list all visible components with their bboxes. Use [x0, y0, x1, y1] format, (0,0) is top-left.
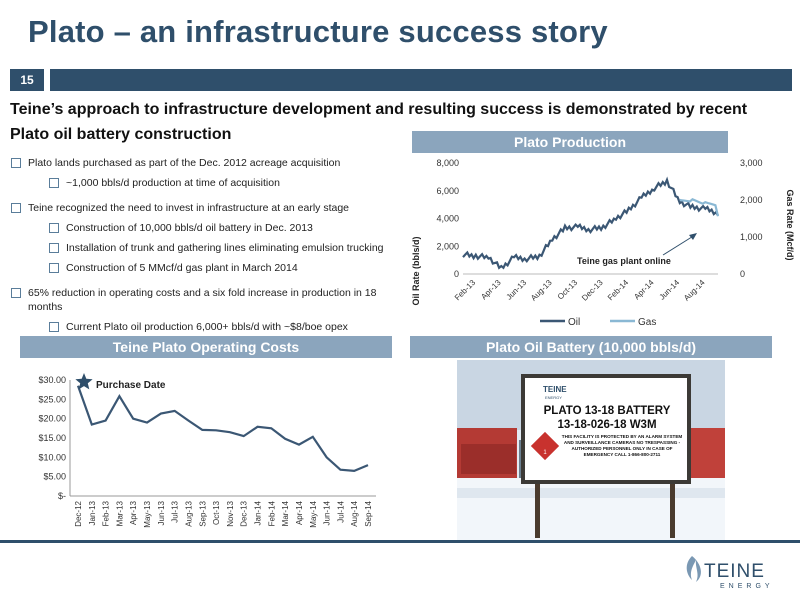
- operating-cost-chart-svg: $- $5.00 $10.00 $15.00 $20.00 $25.00 $30.00 Dec…: [38, 373, 376, 528]
- y-axis-tick: $10.00: [38, 452, 66, 462]
- gas-axis-tick: 0: [740, 269, 745, 279]
- x-axis-tick: Jun-14: [657, 278, 681, 302]
- x-axis-tick: Apr-13: [129, 500, 138, 525]
- x-axis-tick: Aug-14: [350, 500, 359, 526]
- production-chart-svg: 0 2,000 4,000 6,000 8,000 0 1,000 2,000 3,000 Feb…: [411, 158, 795, 328]
- x-axis-tick: Mar-13: [115, 500, 124, 526]
- x-axis-tick: Dec-13: [240, 500, 249, 526]
- oil-axis-tick: 4,000: [436, 214, 459, 224]
- battery-photo-svg: TEINE ENERGY PLATO 13-18 BATTERY 13-18-0…: [457, 360, 725, 540]
- x-axis-tick: May-14: [309, 500, 318, 527]
- oil-axis-tick: 8,000: [436, 158, 459, 168]
- battery-panel-header: Plato Oil Battery (10,000 bbls/d): [410, 336, 772, 358]
- y-axis-tick: $30.00: [38, 375, 66, 385]
- annotation-arrowhead: [689, 233, 697, 240]
- gas-axis-tick: 3,000: [740, 158, 763, 168]
- costs-panel-header: Teine Plato Operating Costs: [20, 336, 392, 358]
- x-axis-tick: Feb-14: [267, 500, 276, 526]
- x-axis-tick: Dec-12: [74, 500, 83, 526]
- bullet-item: Plato lands purchased as part of the Dec…: [10, 156, 402, 170]
- x-axis-tick: Sep-13: [198, 500, 207, 526]
- x-axis-tick: Feb-13: [453, 278, 478, 303]
- production-chart: 0 2,000 4,000 6,000 8,000 0 1,000 2,000 3,000 Feb…: [405, 153, 800, 335]
- x-axis-tick: Apr-13: [479, 278, 503, 302]
- sub-bullet-item: Installation of trunk and gathering line…: [10, 241, 402, 255]
- x-axis-tick: Aug-13: [184, 500, 193, 526]
- x-axis-tick: Jul-14: [336, 500, 345, 522]
- bullet-list: Plato lands purchased as part of the Dec…: [10, 156, 402, 334]
- annotation-arrow: [662, 234, 696, 256]
- y-axis-tick: $15.00: [38, 433, 66, 443]
- x-axis-tick: Jan-14: [254, 500, 263, 525]
- logo-sub: ENERGY: [720, 583, 774, 590]
- legend-gas-label: Gas: [638, 317, 656, 328]
- x-axis-tick: Dec-13: [580, 278, 605, 303]
- gas-axis-label: Gas Rate (Mcf/d): [785, 189, 795, 260]
- battery-photo: TEINE ENERGY PLATO 13-18 BATTERY 13-18-0…: [457, 360, 725, 540]
- gas-axis-tick: 1,000: [740, 232, 763, 242]
- sub-bullet-item: Construction of 10,000 bbls/d oil batter…: [10, 221, 402, 235]
- x-axis-tick: Feb-14: [606, 278, 631, 303]
- x-axis-tick: Jun-14: [323, 500, 332, 525]
- x-axis-tick: Apr-14: [632, 278, 656, 302]
- footer-rule: [0, 540, 800, 543]
- x-axis-tick: Jun-13: [504, 278, 528, 302]
- sign-warning-text: THIS FACILITY IS PROTECTED BY AN ALARM S…: [561, 434, 683, 457]
- slide-number: 15: [10, 69, 44, 91]
- sign-brand: TEINE: [543, 385, 567, 394]
- production-panel-header: Plato Production: [412, 131, 728, 153]
- oil-axis-label: Oil Rate (bbls/d): [411, 236, 421, 305]
- x-axis-tick: Mar-14: [281, 500, 290, 526]
- legend-oil-label: Oil: [568, 317, 580, 328]
- bullet-item: 65% reduction in operating costs and a s…: [10, 286, 402, 314]
- x-axis-tick: Apr-14: [295, 500, 304, 525]
- sign-line-1: PLATO 13-18 BATTERY: [544, 405, 671, 417]
- oil-axis-tick: 6,000: [436, 186, 459, 196]
- sub-bullet-item: Current Plato oil production 6,000+ bbls…: [10, 320, 402, 334]
- x-axis-tick: Nov-13: [226, 500, 235, 526]
- x-axis-tick: Aug-14: [682, 278, 707, 303]
- oil-axis-tick: 2,000: [436, 241, 459, 251]
- purchase-date-star-icon: [75, 373, 93, 390]
- sub-bullet-item: ~1,000 bbls/d production at time of acqu…: [10, 176, 402, 190]
- oil-series-line: [462, 176, 719, 270]
- gas-series-line: [679, 198, 720, 217]
- operating-cost-line: [76, 385, 369, 473]
- x-axis-tick: Jul-13: [171, 500, 180, 522]
- x-axis-tick: Oct-13: [556, 278, 580, 302]
- y-axis-tick: $-: [58, 491, 66, 501]
- y-axis-tick: $20.00: [38, 414, 66, 424]
- x-axis-tick: Jun-13: [157, 500, 166, 525]
- gas-axis-tick: 2,000: [740, 195, 763, 205]
- x-axis-tick: Aug-13: [529, 278, 554, 303]
- teine-logo: TEINE ENERGY: [680, 550, 790, 594]
- slide-subtitle: Teine’s approach to infrastructure devel…: [10, 101, 748, 143]
- header-rule: [50, 69, 792, 91]
- oil-axis-tick: 0: [454, 269, 459, 279]
- bullet-item: Teine recognized the need to invest in i…: [10, 201, 402, 215]
- sign-line-2: 13-18-026-18 W3M: [557, 419, 656, 431]
- logo-name: TEINE: [704, 561, 765, 582]
- y-axis-tick: $25.00: [38, 394, 66, 404]
- y-axis-tick: $5.00: [43, 472, 66, 482]
- x-axis-tick: May-13: [143, 500, 152, 527]
- sign-brand-sub: ENERGY: [545, 395, 562, 400]
- x-axis-tick: Oct-13: [212, 500, 221, 525]
- page-title: Plato – an infrastructure success story: [28, 14, 608, 49]
- operating-cost-chart: $- $5.00 $10.00 $15.00 $20.00 $25.00 $30.00 Dec…: [20, 362, 392, 540]
- hazard-number: 1: [543, 450, 547, 456]
- flame-icon: [686, 556, 701, 582]
- x-axis-tick: Feb-13: [102, 500, 111, 526]
- purchase-date-label: Purchase Date: [96, 380, 166, 391]
- x-axis-tick: Jan-13: [88, 500, 97, 525]
- gas-plant-annotation: Teine gas plant online: [577, 256, 671, 266]
- sub-bullet-item: Construction of 5 MMcf/d gas plant in Ma…: [10, 261, 402, 275]
- x-axis-tick: Sep-14: [364, 500, 373, 526]
- teine-logo-svg: TEINE ENERGY: [686, 556, 774, 590]
